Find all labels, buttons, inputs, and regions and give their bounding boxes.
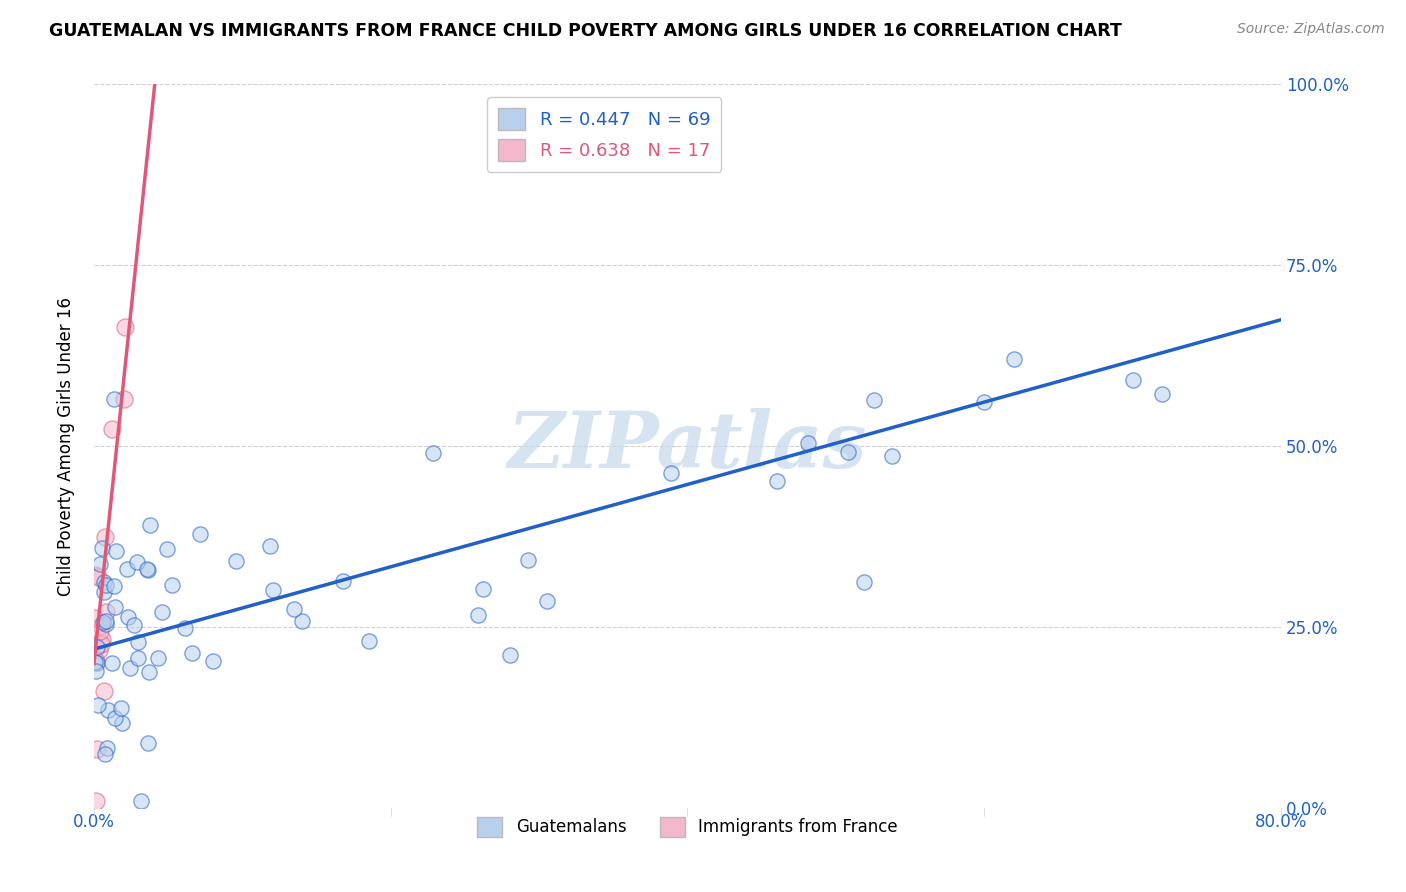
Point xyxy=(129,794,152,808)
Point xyxy=(174,621,197,635)
Point xyxy=(86,742,108,756)
Point xyxy=(112,392,135,406)
Point xyxy=(120,661,142,675)
Point xyxy=(262,582,284,597)
Point xyxy=(1122,373,1144,387)
Point xyxy=(93,574,115,589)
Point xyxy=(104,599,127,614)
Point xyxy=(100,422,122,436)
Point xyxy=(124,618,146,632)
Point xyxy=(837,445,859,459)
Point xyxy=(104,711,127,725)
Point xyxy=(127,651,149,665)
Point xyxy=(91,632,114,647)
Point xyxy=(114,319,136,334)
Point xyxy=(181,646,204,660)
Point xyxy=(517,553,540,567)
Point xyxy=(136,563,159,577)
Point xyxy=(225,554,247,568)
Point xyxy=(156,542,179,557)
Point xyxy=(84,567,107,582)
Point xyxy=(536,594,558,608)
Point xyxy=(94,617,117,632)
Point xyxy=(472,582,495,596)
Point xyxy=(467,607,489,622)
Point xyxy=(89,557,111,571)
Point xyxy=(86,640,108,654)
Point xyxy=(93,530,115,544)
Point xyxy=(96,741,118,756)
Point xyxy=(332,574,354,589)
Point xyxy=(94,614,117,628)
Text: ZIPatlas: ZIPatlas xyxy=(508,409,868,484)
Point xyxy=(84,794,107,808)
Point xyxy=(84,655,107,669)
Point xyxy=(84,654,107,668)
Point xyxy=(89,624,111,639)
Point xyxy=(84,664,107,678)
Point xyxy=(100,656,122,670)
Point xyxy=(105,543,128,558)
Point xyxy=(765,474,787,488)
Point xyxy=(90,541,112,555)
Point xyxy=(91,615,114,630)
Point xyxy=(127,635,149,649)
Point xyxy=(148,651,170,665)
Point xyxy=(852,574,875,589)
Point xyxy=(422,446,444,460)
Legend: Guatemalans, Immigrants from France: Guatemalans, Immigrants from France xyxy=(471,810,904,844)
Point xyxy=(259,539,281,553)
Point xyxy=(188,527,211,541)
Point xyxy=(87,569,110,583)
Point xyxy=(86,656,108,670)
Point xyxy=(111,716,134,731)
Point xyxy=(1002,352,1025,367)
Point xyxy=(283,602,305,616)
Point xyxy=(93,683,115,698)
Text: GUATEMALAN VS IMMIGRANTS FROM FRANCE CHILD POVERTY AMONG GIRLS UNDER 16 CORRELAT: GUATEMALAN VS IMMIGRANTS FROM FRANCE CHI… xyxy=(49,22,1122,40)
Point xyxy=(83,611,105,625)
Point xyxy=(150,605,173,619)
Point xyxy=(498,648,520,662)
Point xyxy=(90,619,112,633)
Point xyxy=(973,394,995,409)
Point xyxy=(93,584,115,599)
Point xyxy=(103,579,125,593)
Point xyxy=(139,518,162,533)
Point xyxy=(117,562,139,576)
Point xyxy=(160,578,183,592)
Point xyxy=(797,436,820,450)
Y-axis label: Child Poverty Among Girls Under 16: Child Poverty Among Girls Under 16 xyxy=(58,297,75,596)
Point xyxy=(138,736,160,750)
Point xyxy=(202,654,225,668)
Point xyxy=(880,450,903,464)
Point xyxy=(357,634,380,648)
Point xyxy=(136,562,159,576)
Point xyxy=(117,610,139,624)
Point xyxy=(94,605,117,619)
Point xyxy=(97,703,120,717)
Point xyxy=(94,578,117,592)
Point xyxy=(103,392,125,407)
Point xyxy=(1152,387,1174,401)
Point xyxy=(90,637,112,651)
Point xyxy=(125,555,148,569)
Point xyxy=(87,698,110,713)
Point xyxy=(94,747,117,762)
Point xyxy=(291,614,314,628)
Point xyxy=(87,643,110,657)
Text: Source: ZipAtlas.com: Source: ZipAtlas.com xyxy=(1237,22,1385,37)
Point xyxy=(863,392,886,407)
Point xyxy=(110,701,132,715)
Point xyxy=(659,467,682,481)
Point xyxy=(138,665,160,680)
